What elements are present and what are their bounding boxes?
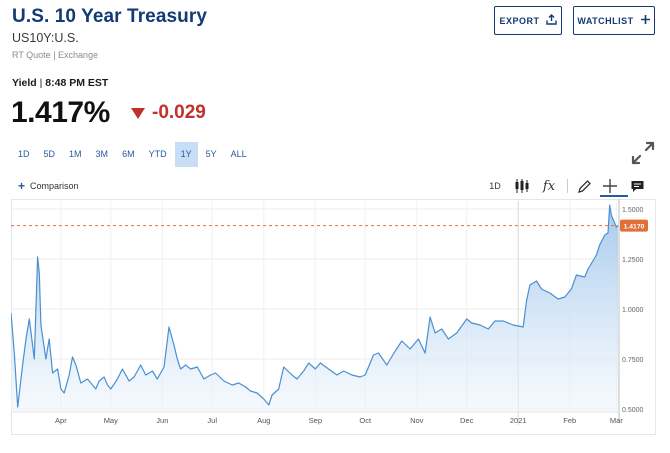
last-price: 1.417% — [11, 96, 110, 129]
price-chart[interactable]: 1.4170 0.5000 0.7500 1.0000 1.2500 1.5000 Apr M… — [11, 199, 656, 435]
x-tick-label: Dec — [460, 416, 474, 425]
x-tick-label: Jun — [156, 416, 168, 425]
y-tick-label: 1.0000 — [622, 307, 644, 314]
yield-time-label: Yield | 8:48 PM EST — [12, 77, 109, 89]
range-tab-3m[interactable]: 3M — [95, 149, 109, 159]
crosshair-active-indicator — [600, 195, 628, 197]
series-line — [11, 204, 619, 408]
yield-label: Yield — [12, 77, 37, 89]
x-tick-label: Feb — [563, 416, 576, 425]
x-tick-label: Mar — [610, 416, 623, 425]
export-icon — [545, 14, 557, 27]
y-tick-label: 1.2500 — [622, 257, 644, 264]
export-button[interactable]: EXPORT — [494, 6, 562, 35]
x-tick-label: Apr — [55, 416, 67, 425]
series-area — [11, 205, 618, 411]
comparison-label: Comparison — [30, 181, 79, 191]
crosshair-icon[interactable] — [601, 176, 619, 196]
range-tab-1d[interactable]: 1D — [18, 149, 30, 159]
x-tick-label: Sep — [309, 416, 322, 425]
quote-time: 8:48 PM EST — [45, 77, 109, 89]
y-tick-label: 0.5000 — [622, 407, 644, 414]
plus-icon — [640, 14, 651, 27]
range-tab-5y[interactable]: 5Y — [205, 149, 217, 159]
x-tick-label: Oct — [359, 416, 372, 425]
range-tab-all[interactable]: ALL — [230, 149, 247, 159]
range-tab-5d[interactable]: 5D — [43, 149, 56, 159]
y-tick-label: 0.7500 — [622, 357, 644, 364]
export-button-label: EXPORT — [499, 15, 540, 26]
y-tick-label: 1.5000 — [622, 207, 644, 214]
x-tick-label: Nov — [410, 416, 424, 425]
comparison-plus-icon: + — [18, 179, 26, 193]
range-tabs: 1D 5D 1M 3M 6M YTD 1Y 5Y ALL — [12, 142, 255, 167]
comment-icon[interactable] — [629, 176, 645, 196]
pencil-icon[interactable] — [576, 176, 592, 196]
quote-source: RT Quote | Exchange — [12, 50, 99, 60]
toolbar-divider — [567, 179, 568, 193]
page-title: U.S. 10 Year Treasury — [12, 6, 208, 27]
price-change: -0.029 — [131, 102, 206, 124]
chart-svg[interactable]: 1.4170 0.5000 0.7500 1.0000 1.2500 1.5000 Apr M… — [11, 199, 656, 435]
last-price-label: 1.4170 — [624, 224, 645, 231]
ticker-symbol: US10Y:U.S. — [12, 31, 79, 45]
expand-icon[interactable] — [630, 140, 656, 166]
x-tick-label: Jul — [207, 416, 217, 425]
range-tab-1y[interactable]: 1Y — [174, 142, 198, 167]
down-arrow-icon — [131, 107, 145, 119]
range-tab-6m[interactable]: 6M — [122, 149, 135, 159]
last-price-badge — [620, 219, 648, 232]
x-tick-label: 2021 — [510, 416, 527, 425]
range-tab-ytd[interactable]: YTD — [148, 149, 167, 159]
comparison-button[interactable]: + Comparison — [18, 179, 79, 193]
x-tick-label: May — [104, 416, 118, 425]
watchlist-button-label: WATCHLIST — [577, 15, 634, 26]
price-change-value: -0.029 — [152, 102, 206, 123]
watchlist-button[interactable]: WATCHLIST — [573, 6, 655, 35]
candlestick-icon[interactable] — [514, 176, 530, 196]
interval-selector[interactable]: 1D — [489, 181, 501, 191]
x-tick-label: Aug — [257, 416, 270, 425]
range-tab-1m[interactable]: 1M — [69, 149, 82, 159]
function-icon[interactable]: fx — [542, 178, 556, 194]
